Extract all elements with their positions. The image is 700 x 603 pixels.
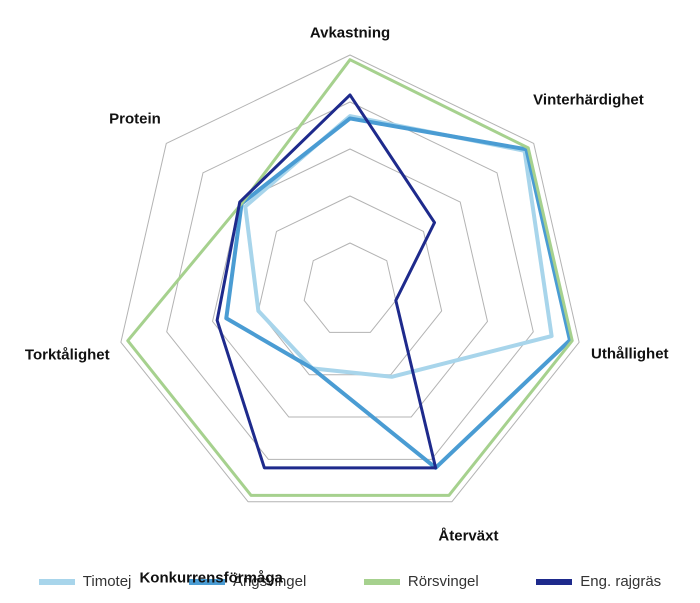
- radar-chart: Avkastning Vinterhärdighet Uthållighet Åter…: [0, 0, 700, 560]
- legend-item-3: Eng. rajgräs: [536, 573, 661, 590]
- legend: TimotejÄngsvingelRörsvingelEng. rajgräs: [0, 560, 700, 603]
- legend-label: Eng. rajgräs: [580, 573, 661, 590]
- axis-label-avkastning: Avkastning: [310, 25, 390, 42]
- legend-swatch-icon: [536, 579, 572, 585]
- radar-svg: [0, 0, 700, 560]
- axis-label-konkurrensformaga: Konkurrensförmåga: [139, 570, 282, 587]
- axis-label-vinterhardighet: Vinterhärdighet: [533, 91, 644, 108]
- legend-item-0: Timotej: [39, 573, 132, 590]
- legend-label: Rörsvingel: [408, 573, 479, 590]
- axis-label-atervaxt: Återväxt: [438, 527, 498, 544]
- axis-label-protein: Protein: [109, 110, 161, 127]
- axis-label-torktalighet: Torktålighet: [25, 346, 110, 363]
- axis-label-uthallighet: Uthållighet: [591, 345, 669, 362]
- legend-item-2: Rörsvingel: [364, 573, 479, 590]
- legend-swatch-icon: [364, 579, 400, 585]
- legend-label: Timotej: [83, 573, 132, 590]
- legend-swatch-icon: [39, 579, 75, 585]
